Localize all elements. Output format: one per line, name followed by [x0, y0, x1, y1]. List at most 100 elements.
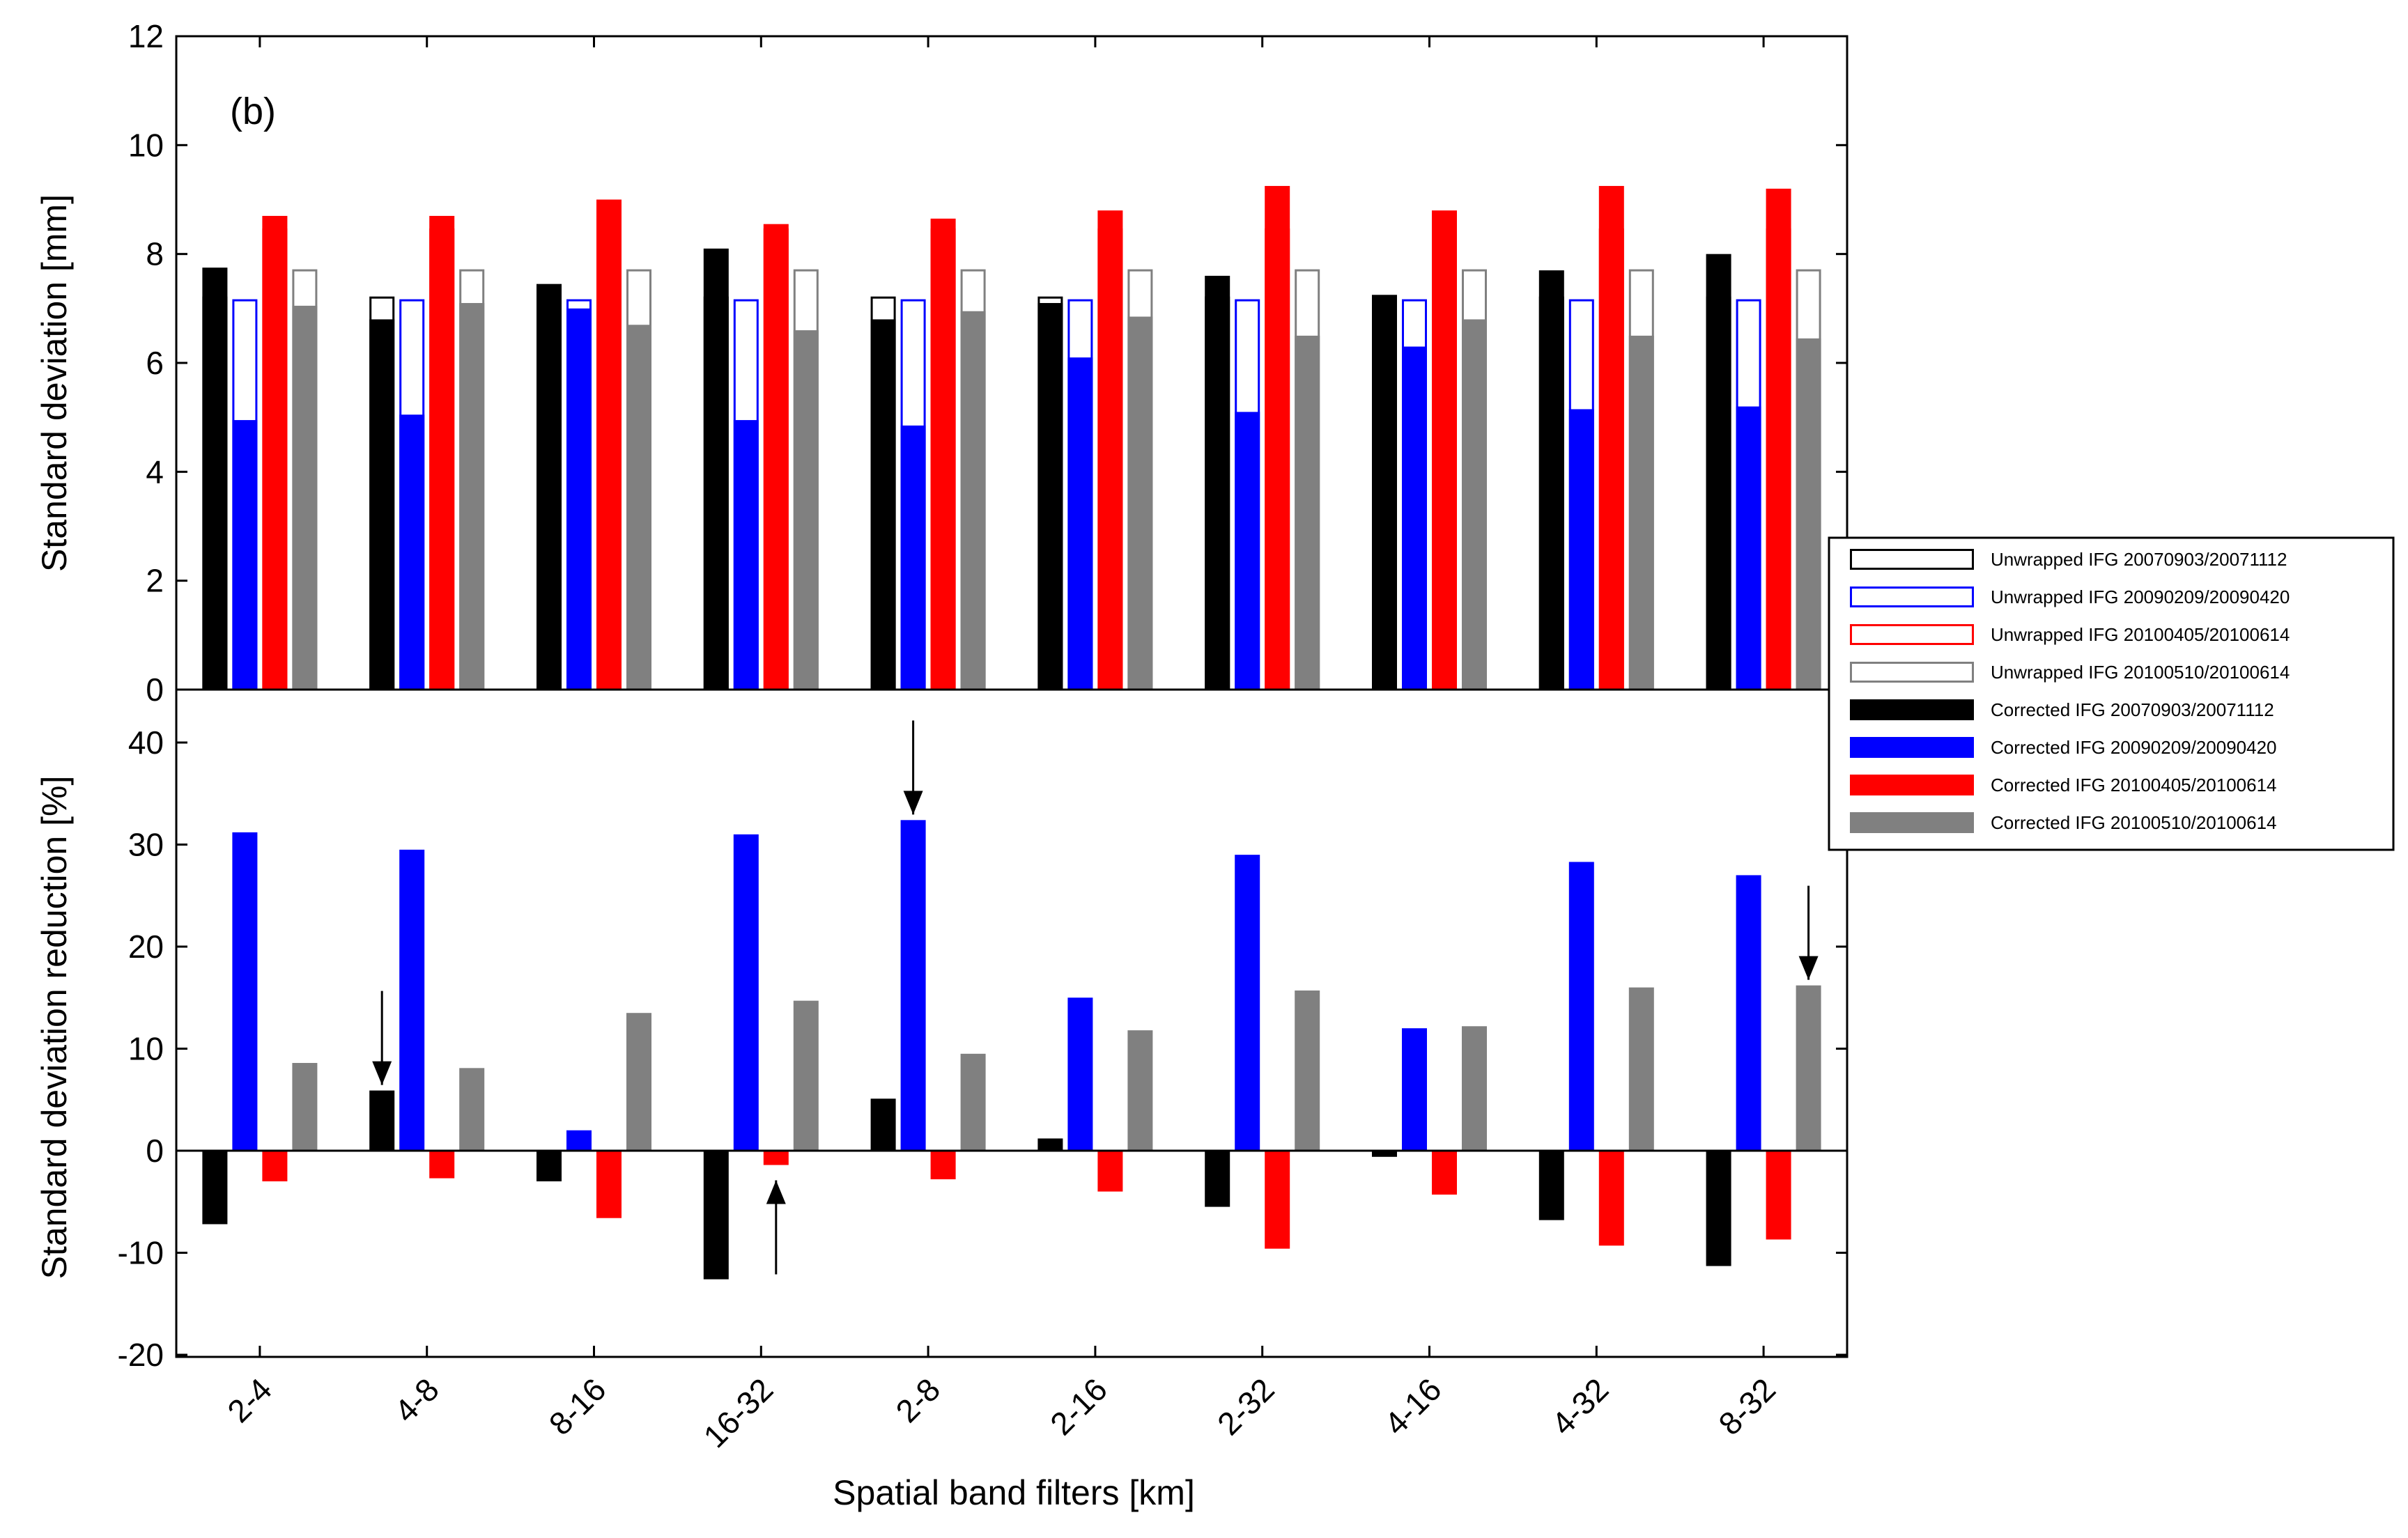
xtick-label: 4-16 — [1377, 1371, 1449, 1442]
bar-reduction-s0-4-8 — [369, 1090, 395, 1151]
bar-corrected-s1-8-16 — [566, 308, 592, 690]
bar-reduction-s0-4-32 — [1538, 1151, 1564, 1220]
annotation-arrow-head — [766, 1180, 786, 1204]
top-ytick-label: 0 — [146, 671, 164, 708]
bar-corrected-s3-2-32 — [1295, 335, 1320, 690]
bar-corrected-s2-8-16 — [596, 199, 622, 690]
bar-corrected-s1-4-16 — [1402, 346, 1427, 690]
bar-reduction-s2-2-4 — [262, 1151, 288, 1181]
bar-reduction-s1-2-16 — [1067, 997, 1093, 1151]
bar-reduction-s0-2-4 — [202, 1151, 228, 1225]
bar-reduction-s0-8-32 — [1706, 1151, 1731, 1266]
legend: Unwrapped IFG 20070903/20071112 Unwrapped… — [1828, 536, 2395, 851]
legend-label-4: Corrected IFG 20070903/20071112 — [1991, 699, 2274, 720]
bar-reduction-s1-8-16 — [566, 1130, 592, 1151]
bar-corrected-s2-16-32 — [763, 224, 789, 690]
xtick-label: 8-16 — [542, 1371, 613, 1442]
x-axis-label: Spatial band filters [km] — [833, 1473, 1195, 1512]
bottom-ytick-label: 0 — [146, 1133, 164, 1169]
bar-reduction-s1-4-32 — [1568, 862, 1594, 1151]
bar-corrected-s2-4-16 — [1432, 210, 1457, 690]
bar-corrected-s3-4-32 — [1628, 335, 1654, 690]
legend-label-0: Unwrapped IFG 20070903/20071112 — [1991, 549, 2287, 570]
legend-label-2: Unwrapped IFG 20100405/20100614 — [1991, 624, 2290, 645]
bar-reduction-s3-8-16 — [626, 1013, 651, 1151]
bar-corrected-s2-2-4 — [262, 215, 288, 690]
bar-corrected-s1-2-8 — [900, 425, 926, 690]
xtick-label: 16-32 — [696, 1371, 780, 1454]
legend-swatch-5 — [1850, 737, 1974, 758]
bottom-axes-frame — [175, 688, 1849, 1358]
bar-reduction-s3-4-16 — [1462, 1026, 1487, 1151]
bar-reduction-s2-8-32 — [1766, 1151, 1791, 1240]
legend-swatch-1 — [1850, 587, 1974, 607]
legend-swatch-4 — [1850, 699, 1974, 720]
bottom-ytick-label: 30 — [128, 827, 164, 863]
axes — [175, 35, 1849, 1358]
bar-reduction-s3-2-16 — [1127, 1030, 1153, 1151]
xtick-label: 4-8 — [387, 1371, 446, 1429]
bar-reduction-s2-4-8 — [429, 1151, 455, 1179]
legend-swatch-2 — [1850, 624, 1974, 645]
legend-label-6: Corrected IFG 20100405/20100614 — [1991, 775, 2277, 795]
bar-corrected-s0-8-16 — [537, 283, 562, 690]
xtick-label: 2-32 — [1210, 1371, 1281, 1442]
bar-reduction-s3-2-32 — [1295, 990, 1320, 1151]
bar-reduction-s3-8-32 — [1796, 985, 1821, 1151]
bar-reduction-s3-2-8 — [960, 1053, 986, 1151]
panel-label: (b) — [230, 91, 276, 132]
legend-box — [1828, 536, 2395, 851]
bar-corrected-s1-8-32 — [1736, 406, 1761, 690]
bar-corrected-s3-2-8 — [960, 311, 986, 690]
bar-corrected-s1-4-8 — [399, 414, 425, 690]
bottom-y-axis-label: Standard deviation reduction [%] — [35, 776, 74, 1280]
xtick-label: 2-8 — [888, 1371, 947, 1429]
bar-reduction-s2-8-16 — [596, 1151, 622, 1218]
top-ytick-label: 2 — [146, 563, 164, 599]
top-axes-frame — [175, 35, 1849, 691]
xtick-label: 2-4 — [220, 1371, 279, 1429]
bottom-ytick-label: -10 — [118, 1235, 164, 1271]
bar-corrected-s3-2-4 — [292, 305, 318, 690]
xtick-label: 2-16 — [1043, 1371, 1114, 1442]
bar-corrected-s0-4-8 — [369, 319, 395, 690]
bar-reduction-s3-16-32 — [793, 1000, 819, 1151]
legend-swatch-6 — [1850, 775, 1974, 795]
bar-corrected-s3-16-32 — [793, 330, 819, 690]
bar-reduction-s1-4-8 — [399, 849, 425, 1151]
xtick-label: 4-32 — [1544, 1371, 1615, 1442]
top-ytick-label: 10 — [128, 127, 164, 163]
bar-corrected-s1-2-32 — [1235, 412, 1260, 690]
legend-swatch-3 — [1850, 662, 1974, 683]
bar-reduction-s0-2-32 — [1205, 1151, 1230, 1207]
bar-corrected-s0-2-32 — [1205, 275, 1230, 690]
bar-reduction-s2-2-8 — [930, 1151, 956, 1180]
top-ytick-label: 12 — [128, 18, 164, 54]
bar-reduction-s0-16-32 — [703, 1151, 729, 1280]
annotation-arrow-head — [1798, 956, 1819, 980]
bar-corrected-s1-2-4 — [232, 420, 258, 690]
bar-corrected-s0-2-16 — [1037, 303, 1063, 690]
top-y-axis-label: Standard deviation [mm] — [35, 194, 74, 572]
annotations — [372, 720, 1819, 1275]
bar-reduction-s2-16-32 — [763, 1151, 789, 1165]
bar-corrected-s1-16-32 — [733, 420, 759, 690]
top-ytick-label: 6 — [146, 345, 164, 381]
bar-reduction-s1-4-16 — [1402, 1028, 1427, 1151]
annotation-arrow-head — [372, 1061, 392, 1085]
top-ytick-label: 4 — [146, 453, 164, 490]
legend-label-5: Corrected IFG 20090209/20090420 — [1991, 737, 2277, 758]
legend-label-7: Corrected IFG 20100510/20100614 — [1991, 812, 2277, 833]
bar-reduction-s3-2-4 — [292, 1063, 318, 1151]
bar-corrected-s2-8-32 — [1766, 188, 1791, 690]
bar-reduction-s0-4-16 — [1372, 1151, 1397, 1157]
legend-swatch-0 — [1850, 549, 1974, 570]
legend-label-1: Unwrapped IFG 20090209/20090420 — [1991, 587, 2290, 607]
bar-corrected-s3-4-16 — [1462, 319, 1487, 690]
bar-reduction-s0-2-8 — [870, 1098, 896, 1151]
bar-corrected-s3-8-16 — [626, 325, 651, 690]
legend-swatch-7 — [1850, 812, 1974, 833]
bar-reduction-s2-4-32 — [1598, 1151, 1624, 1246]
annotation-arrow-head — [903, 791, 923, 815]
